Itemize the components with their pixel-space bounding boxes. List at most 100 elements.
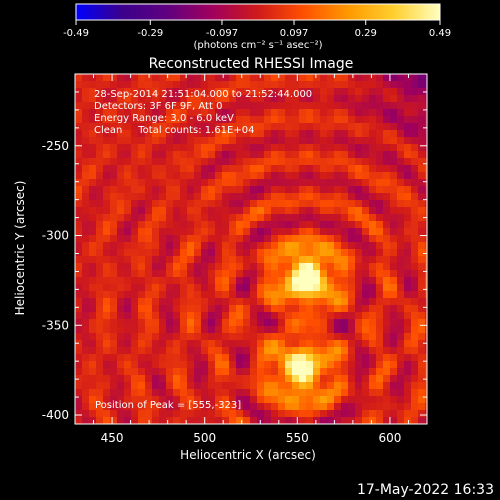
heatmap-cell <box>229 312 236 319</box>
heatmap-cell <box>243 179 250 186</box>
heatmap-cell <box>362 165 369 172</box>
heatmap-cell <box>173 333 180 340</box>
heatmap-cell <box>117 333 124 340</box>
heatmap-cell <box>145 214 152 221</box>
heatmap-cell <box>278 354 285 361</box>
heatmap-cell <box>89 333 96 340</box>
heatmap-cell <box>89 102 96 109</box>
heatmap-cell <box>222 95 229 102</box>
heatmap-cell <box>103 102 110 109</box>
heatmap-cell <box>166 144 173 151</box>
annotation-line: Energy Range: 3.0 - 6.0 keV <box>94 113 234 124</box>
heatmap-cell <box>320 361 327 368</box>
heatmap-cell <box>222 284 229 291</box>
heatmap-cell <box>89 144 96 151</box>
heatmap-cell <box>285 165 292 172</box>
heatmap-cell <box>117 312 124 319</box>
heatmap-cell <box>222 165 229 172</box>
heatmap-cell <box>110 221 117 228</box>
heatmap-cell <box>117 116 124 123</box>
heatmap-cell <box>376 228 383 235</box>
heatmap-cell <box>404 172 411 179</box>
heatmap-cell <box>271 270 278 277</box>
heatmap-cell <box>299 403 306 410</box>
heatmap-cell <box>376 214 383 221</box>
heatmap-cell <box>166 193 173 200</box>
heatmap-cell <box>243 137 250 144</box>
heatmap-cell <box>201 256 208 263</box>
heatmap-cell <box>96 340 103 347</box>
heatmap-cell <box>131 235 138 242</box>
heatmap-cell <box>348 109 355 116</box>
heatmap-cell <box>327 256 334 263</box>
heatmap-cell <box>264 123 271 130</box>
heatmap-cell <box>383 277 390 284</box>
heatmap-cell <box>208 347 215 354</box>
heatmap-cell <box>257 193 264 200</box>
heatmap-cell <box>285 326 292 333</box>
heatmap-cell <box>187 207 194 214</box>
heatmap-cell <box>369 375 376 382</box>
heatmap-cell <box>341 382 348 389</box>
heatmap-cell <box>131 291 138 298</box>
heatmap-cell <box>271 123 278 130</box>
heatmap-cell <box>117 200 124 207</box>
heatmap-cell <box>418 270 425 277</box>
heatmap-cell <box>320 312 327 319</box>
heatmap-cell <box>348 312 355 319</box>
heatmap-cell <box>75 326 82 333</box>
heatmap-cell <box>208 312 215 319</box>
heatmap-cell <box>187 95 194 102</box>
heatmap-cell <box>264 200 271 207</box>
heatmap-cell <box>271 368 278 375</box>
heatmap-cell <box>390 116 397 123</box>
heatmap-cell <box>215 130 222 137</box>
heatmap-cell <box>82 102 89 109</box>
heatmap-cell <box>362 88 369 95</box>
heatmap-cell <box>96 305 103 312</box>
heatmap-cell <box>201 368 208 375</box>
heatmap-cell <box>250 116 257 123</box>
heatmap-cell <box>187 102 194 109</box>
heatmap-cell <box>96 221 103 228</box>
heatmap-cell <box>131 172 138 179</box>
heatmap-cell <box>355 116 362 123</box>
heatmap-cell <box>376 81 383 88</box>
heatmap-cell <box>348 81 355 88</box>
heatmap-cell <box>383 130 390 137</box>
heatmap-cell <box>96 312 103 319</box>
heatmap-cell <box>138 214 145 221</box>
heatmap-cell <box>110 375 117 382</box>
heatmap-cell <box>250 396 257 403</box>
heatmap-cell <box>292 74 299 81</box>
heatmap-cell <box>187 235 194 242</box>
heatmap-cell <box>411 102 418 109</box>
heatmap-cell <box>103 277 110 284</box>
x-tick-label: 500 <box>193 431 216 445</box>
heatmap-cell <box>397 410 404 417</box>
heatmap-cell <box>208 109 215 116</box>
heatmap-cell <box>159 207 166 214</box>
heatmap-cell <box>313 284 320 291</box>
heatmap-cell <box>404 417 411 424</box>
heatmap-cell <box>264 277 271 284</box>
heatmap-cell <box>82 109 89 116</box>
heatmap-cell <box>292 193 299 200</box>
heatmap-cell <box>124 417 131 424</box>
heatmap-cell <box>110 340 117 347</box>
heatmap-cell <box>201 116 208 123</box>
heatmap-cell <box>110 207 117 214</box>
heatmap-cell <box>222 186 229 193</box>
heatmap-cell <box>194 144 201 151</box>
heatmap-cell <box>215 256 222 263</box>
heatmap-cell <box>425 263 427 270</box>
heatmap-cell <box>355 389 362 396</box>
heatmap-cell <box>215 312 222 319</box>
heatmap-cell <box>103 200 110 207</box>
heatmap-cell <box>89 403 96 410</box>
heatmap-cell <box>215 116 222 123</box>
heatmap-cell <box>376 123 383 130</box>
heatmap-cell <box>390 151 397 158</box>
heatmap-cell <box>320 158 327 165</box>
heatmap-cell <box>201 389 208 396</box>
